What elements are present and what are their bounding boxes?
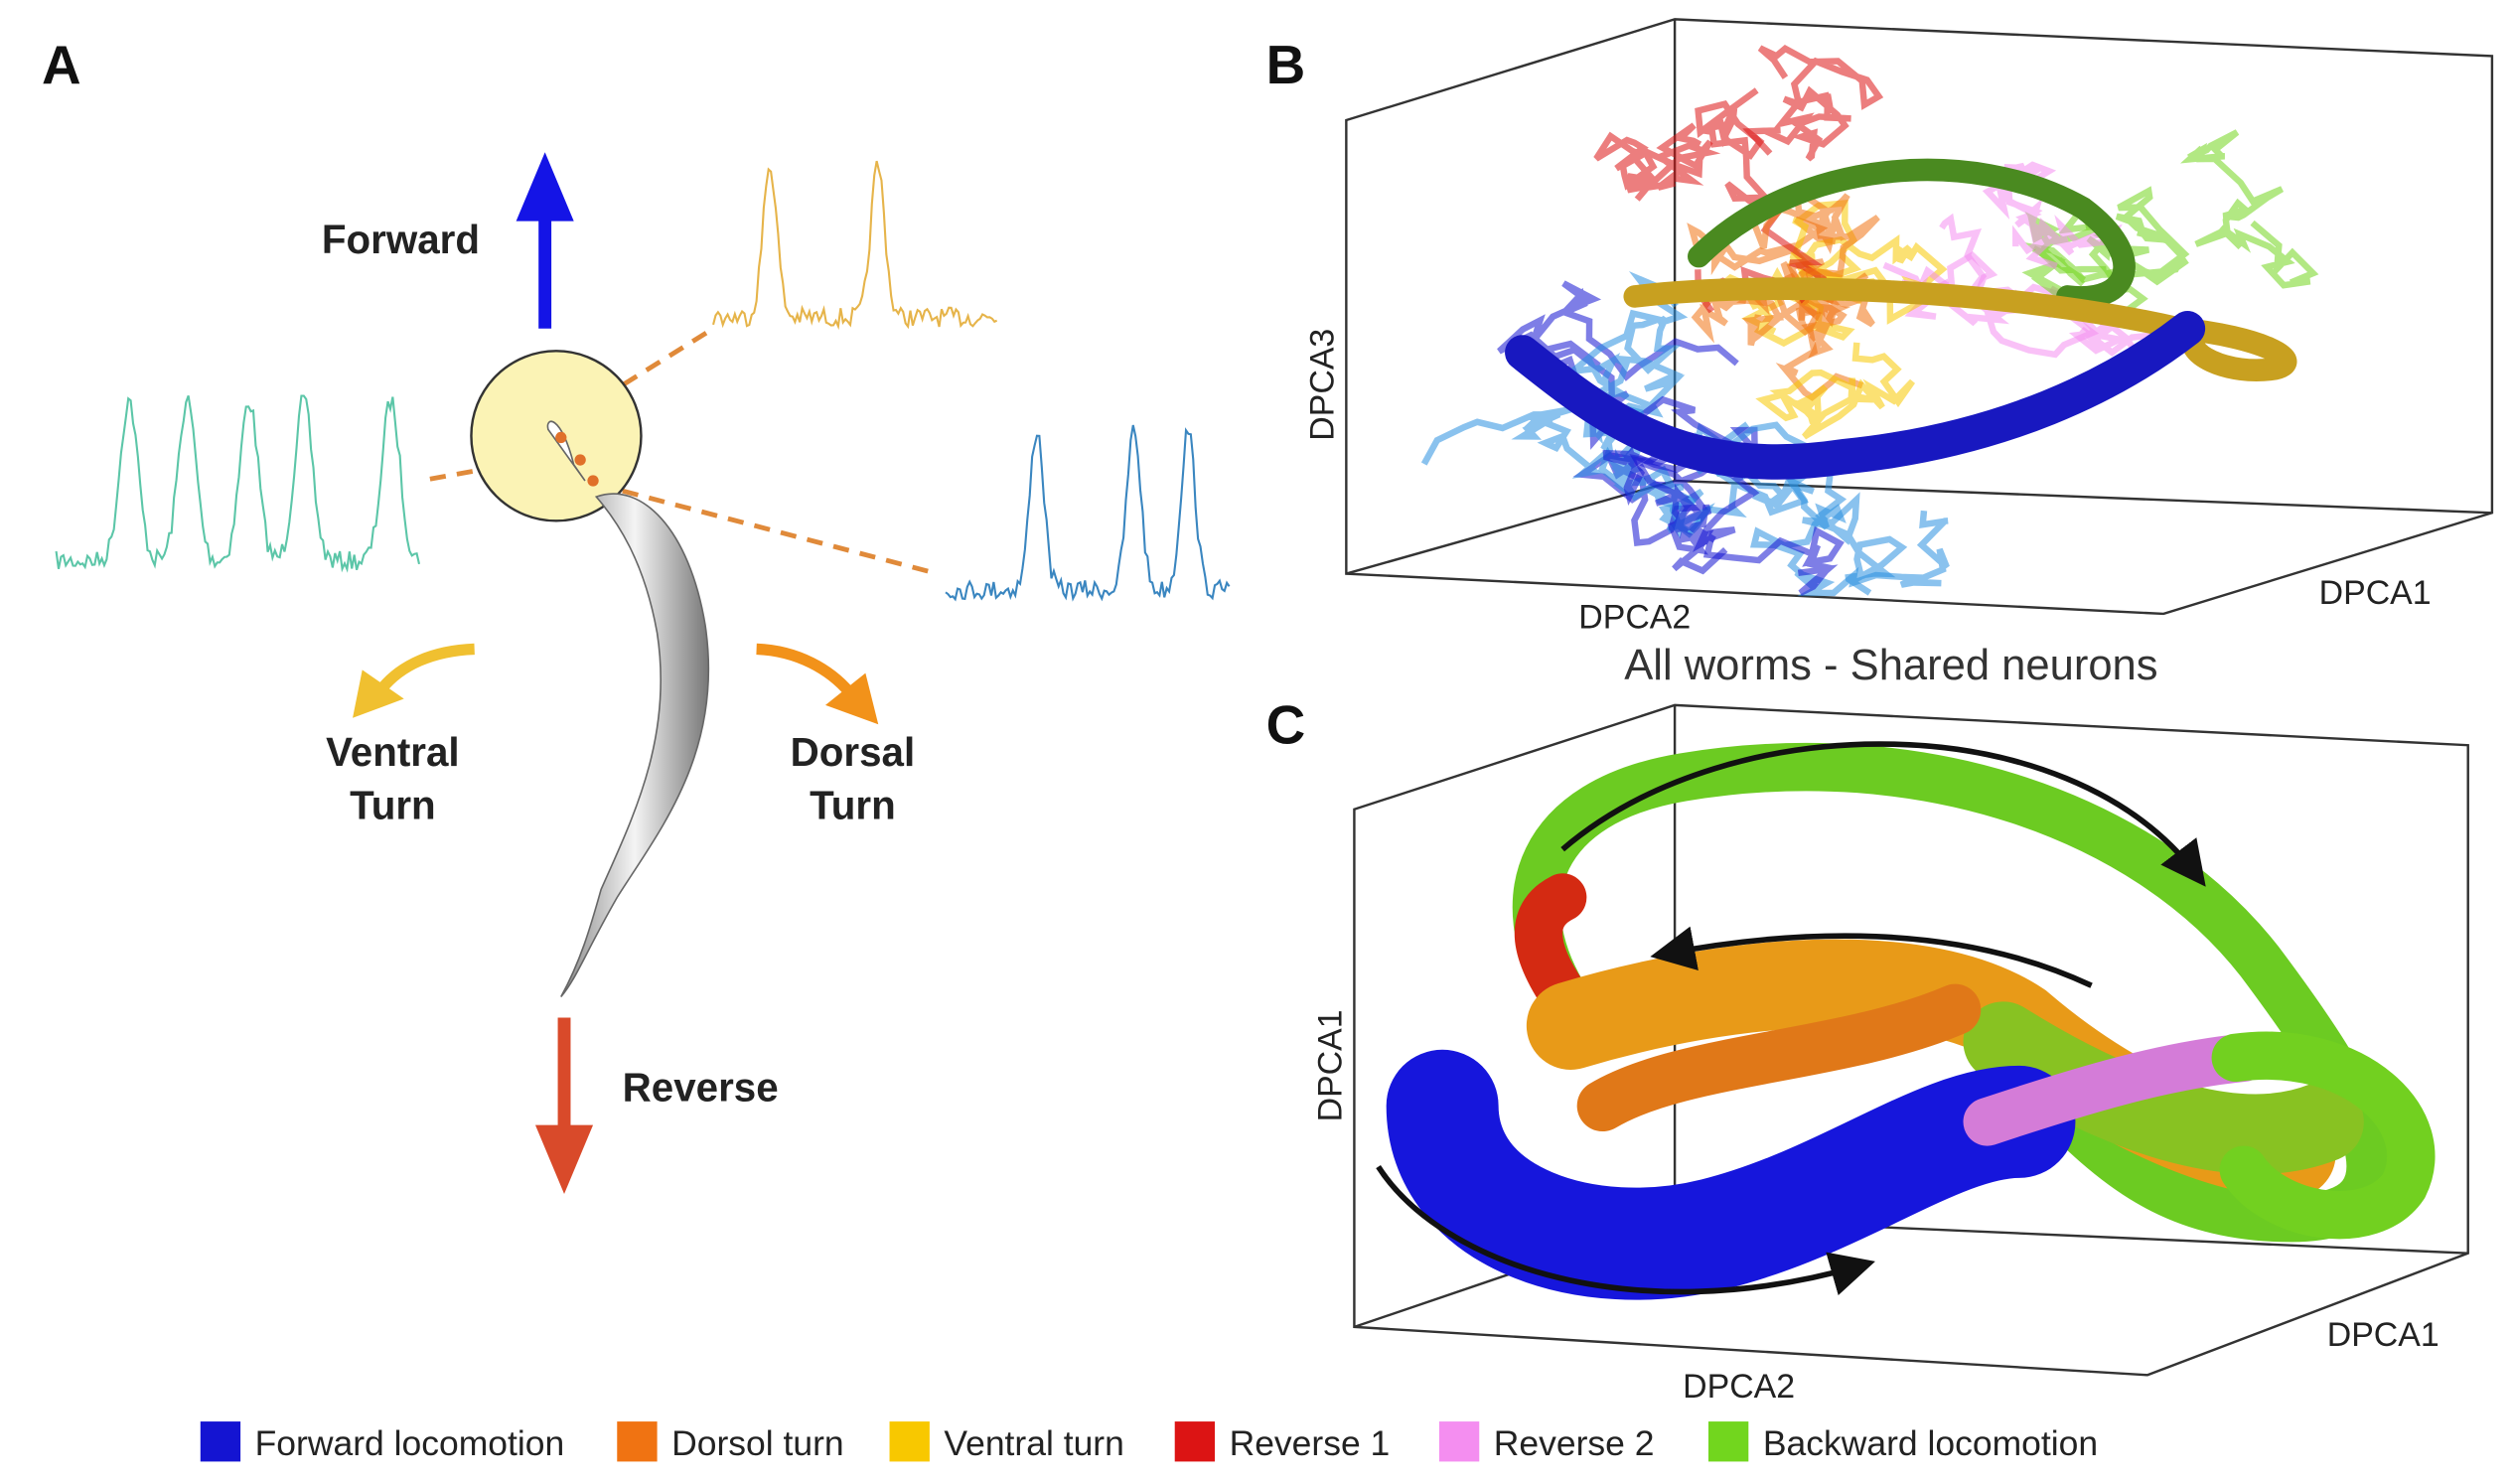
traces	[55, 160, 1231, 602]
label-ventral: Turn	[350, 782, 436, 827]
trace	[945, 424, 1231, 602]
label-dorsal: Turn	[810, 782, 896, 827]
axis-label: DPCA2	[1683, 1368, 1795, 1406]
trajectory	[1742, 45, 1884, 162]
legend-label: Backward locomotion	[1763, 1423, 2098, 1463]
legend-swatch	[200, 1421, 241, 1462]
tube-c	[1386, 743, 2436, 1300]
axis-label: DPCA1	[2319, 574, 2432, 612]
trajectory	[1755, 342, 1916, 440]
axis-label: DPCA1	[2327, 1316, 2439, 1354]
trajectory	[2179, 129, 2319, 289]
panel-label: B	[1266, 34, 1306, 95]
label-forward: Forward	[322, 217, 480, 262]
axis-label: DPCA1	[1312, 1009, 1350, 1121]
trajectory	[1691, 258, 1848, 359]
legend-label: Ventral turn	[944, 1423, 1123, 1463]
legend: Forward locomotion Dorsol turn Ventral tur…	[200, 1421, 2098, 1463]
mean-trajectory-b	[1505, 158, 2297, 480]
label-ventral: Ventral	[326, 729, 460, 775]
label-dorsal: Dorsal	[791, 729, 916, 775]
ventral-arrow	[376, 643, 475, 693]
trace	[55, 394, 421, 573]
legend-swatch	[1707, 1421, 1749, 1462]
legend-swatch	[889, 1421, 930, 1462]
legend-swatch	[1438, 1421, 1480, 1462]
legend-label: Reverse 2	[1494, 1423, 1655, 1463]
trajectory	[1746, 184, 1880, 328]
panel-label: C	[1266, 694, 1306, 756]
axis-label: DPCA3	[1303, 329, 1341, 441]
axis-label: DPCA2	[1578, 598, 1691, 636]
legend-swatch	[617, 1421, 658, 1462]
panel-title: All worms - Shared neurons	[1624, 642, 2157, 689]
panel-label: A	[42, 34, 81, 95]
legend-label: Forward locomotion	[255, 1423, 565, 1463]
label-reverse: Reverse	[623, 1064, 779, 1110]
flow-arrows	[1376, 741, 2206, 1296]
trajectory	[1602, 446, 1845, 596]
dorsal-arrow	[756, 643, 854, 696]
trajectory	[1593, 122, 1721, 202]
worm	[560, 493, 710, 998]
trace	[712, 160, 998, 331]
legend-label: Dorsol turn	[671, 1423, 844, 1463]
legend-label: Reverse 1	[1230, 1423, 1391, 1463]
legend-swatch	[1174, 1421, 1216, 1462]
trajectory	[1900, 251, 2166, 371]
